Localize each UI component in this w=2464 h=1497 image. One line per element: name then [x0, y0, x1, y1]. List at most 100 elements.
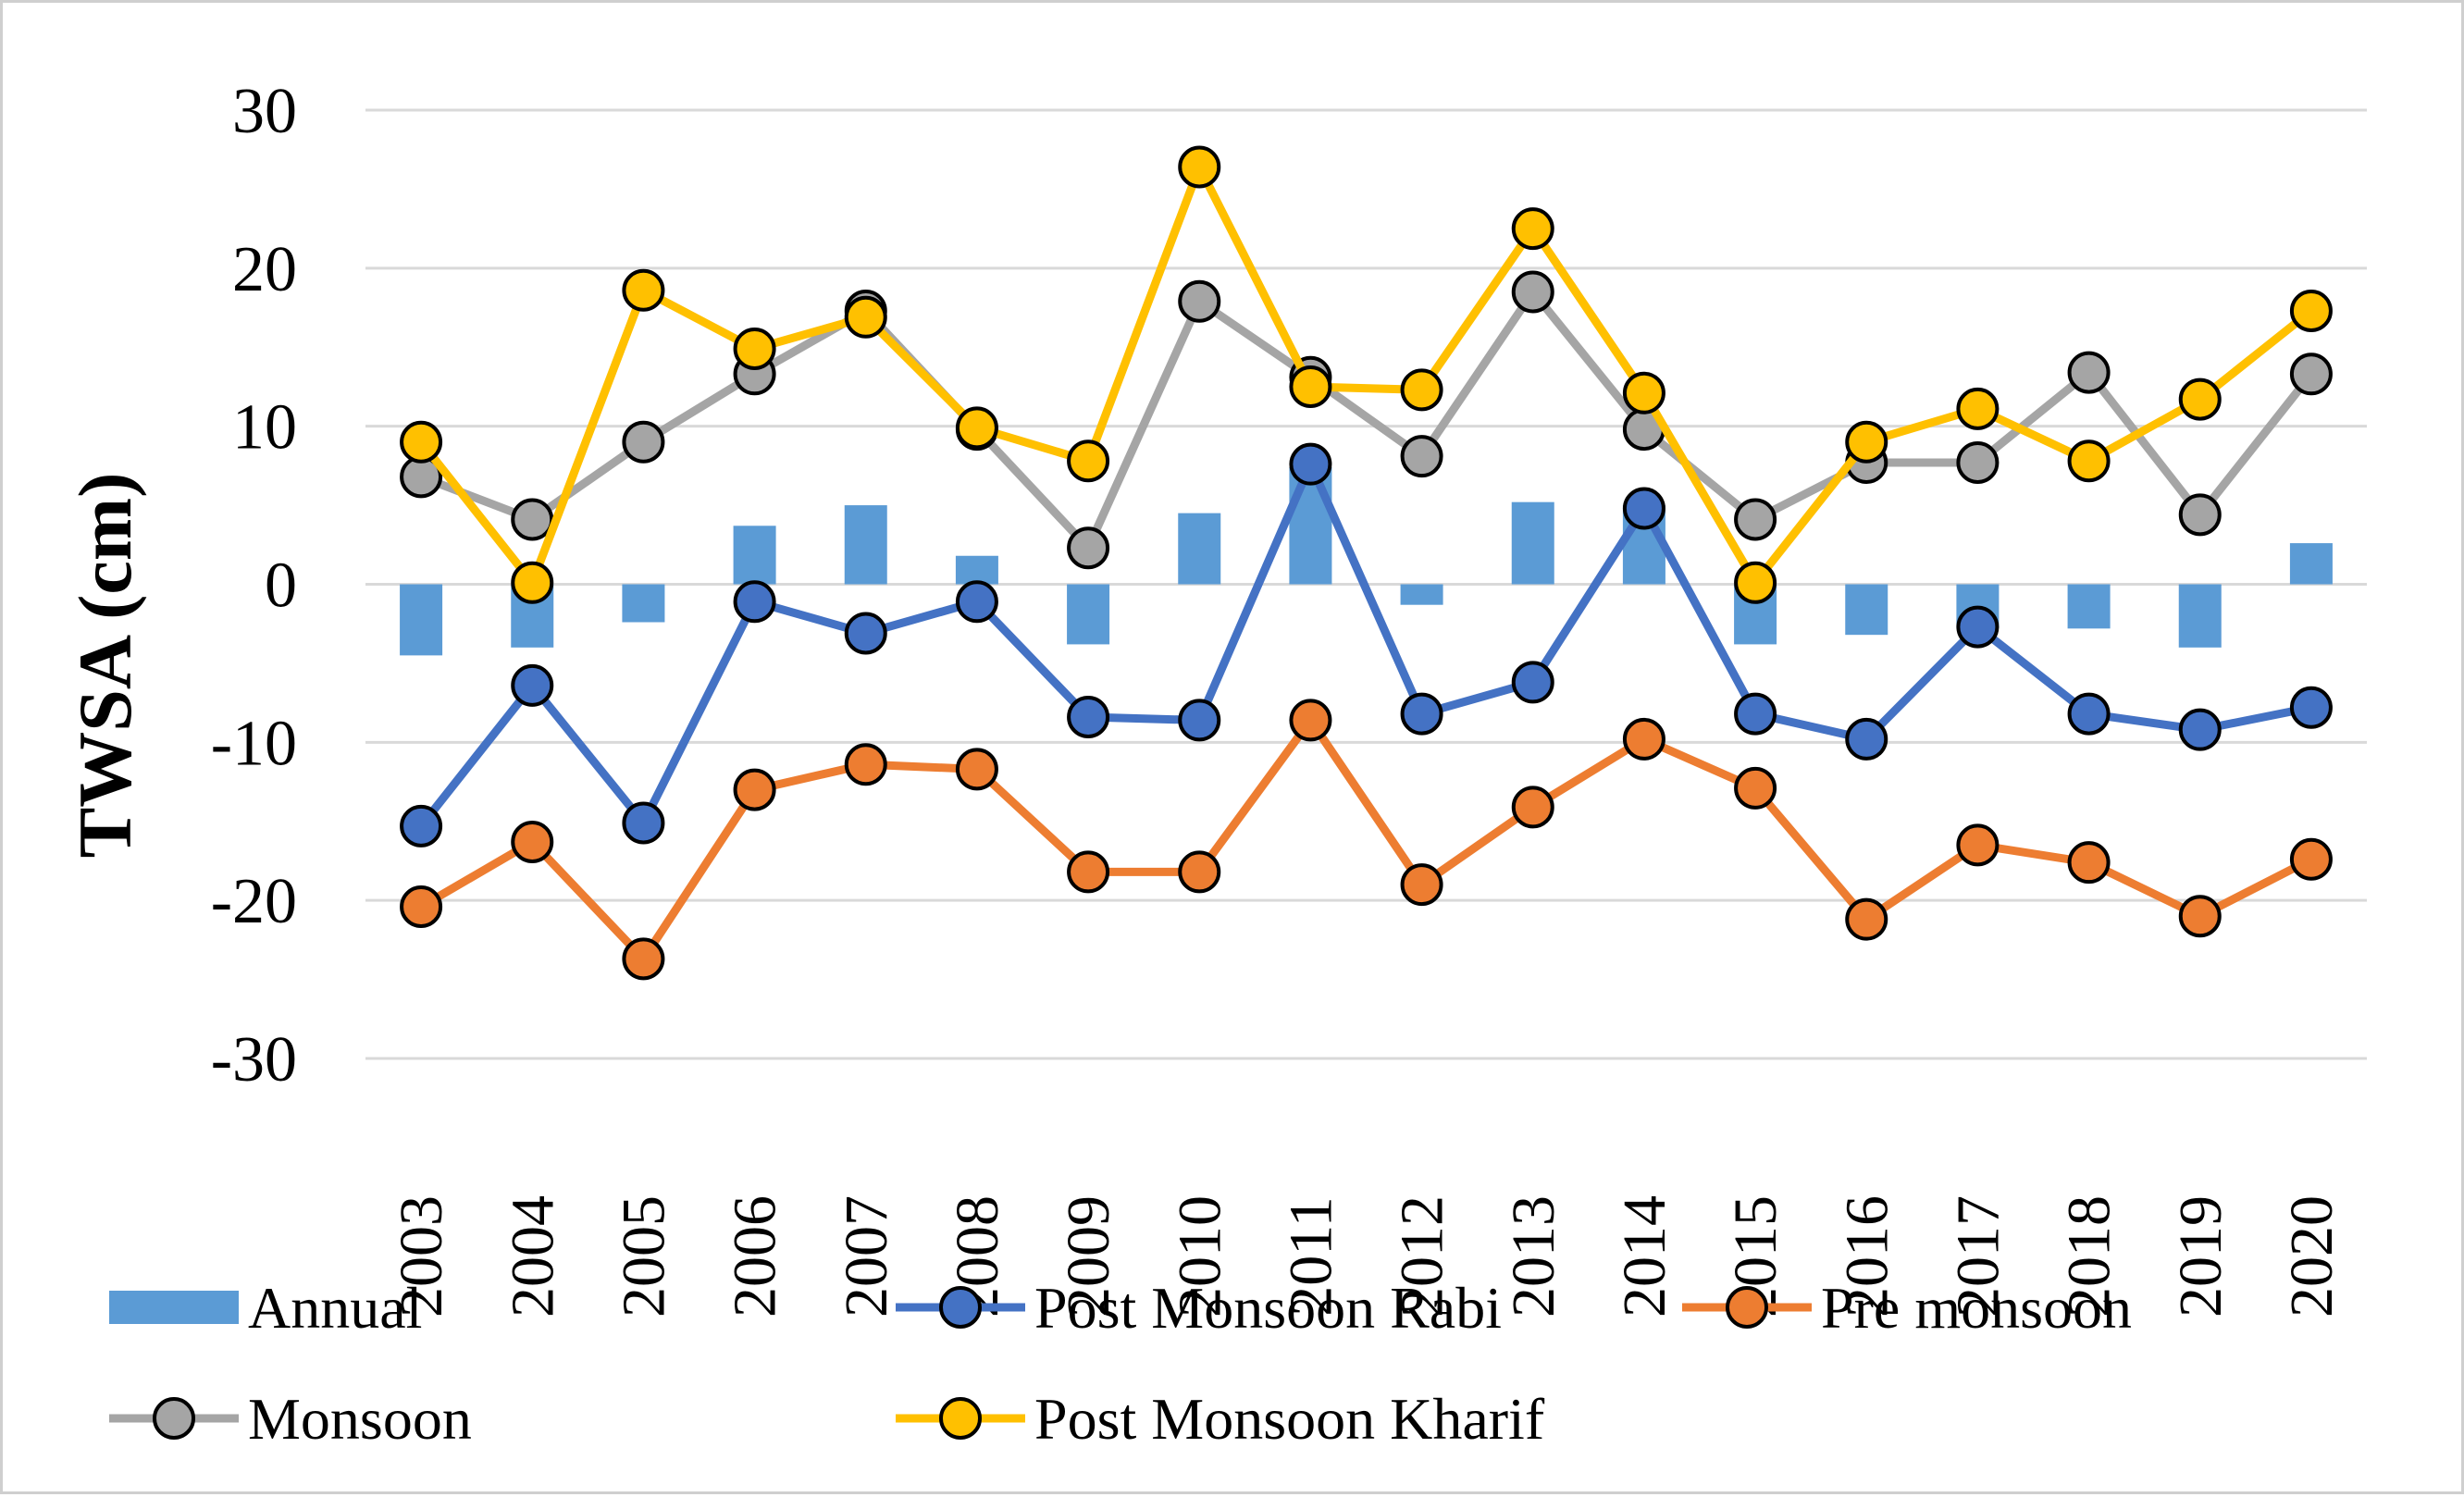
x-tick-label: 2003 [388, 1195, 455, 1318]
point-post-monsoon-kharif [1511, 207, 1554, 251]
bar-annual [1400, 584, 1443, 605]
bar-annual [733, 526, 776, 585]
point-post-monsoon-kharif [2178, 377, 2222, 421]
legend-marker-monsoon [153, 1397, 195, 1440]
point-post-monsoon-rabi [2289, 686, 2333, 729]
point-pre-monsoon [400, 885, 443, 928]
series-line-post-monsoon-rabi [417, 460, 2312, 829]
point-monsoon [2178, 493, 2222, 537]
point-post-monsoon-rabi [1400, 692, 1443, 736]
bar-annual [844, 505, 887, 585]
point-post-monsoon-kharif [400, 420, 443, 464]
point-monsoon [2289, 353, 2333, 396]
point-post-monsoon-kharif [1400, 368, 1443, 412]
point-post-monsoon-kharif [622, 268, 665, 312]
point-post-monsoon-rabi [2067, 692, 2111, 736]
bar-annual [2289, 543, 2333, 585]
point-post-monsoon-rabi [1289, 442, 1332, 486]
x-tick-label: 2005 [610, 1195, 677, 1318]
x-tick-label: 2016 [1833, 1195, 1901, 1318]
grid-layer [365, 108, 2367, 1060]
point-pre-monsoon [844, 743, 887, 786]
series-line-post-monsoon-kharif [417, 163, 2314, 588]
point-post-monsoon-rabi [400, 804, 443, 847]
x-tick-label: 2007 [833, 1195, 900, 1318]
point-monsoon [1511, 270, 1554, 314]
point-pre-monsoon [2178, 895, 2222, 938]
point-post-monsoon-rabi [1511, 661, 1554, 704]
point-post-monsoon-rabi [1067, 696, 1110, 738]
point-pre-monsoon [1511, 786, 1554, 829]
point-pre-monsoon [2067, 841, 2111, 885]
point-post-monsoon-rabi [622, 801, 665, 845]
bar-annual [622, 584, 665, 623]
x-tick-label: 2009 [1055, 1195, 1122, 1318]
legend-marker-pre-monsoon [1726, 1286, 1768, 1329]
point-pre-monsoon [1067, 850, 1110, 894]
point-post-monsoon-kharif [1622, 371, 1665, 414]
legend-label-monsoon: Monsoon [248, 1386, 472, 1452]
bar-annual [400, 584, 443, 656]
bar-annual [1511, 501, 1554, 585]
point-post-monsoon-kharif [511, 561, 554, 604]
legend-marker-post-monsoon-kharif [939, 1397, 982, 1440]
legend-marker-post-monsoon-rabi [939, 1286, 982, 1329]
point-post-monsoon-rabi [955, 580, 998, 624]
y-tick-label: -10 [211, 708, 297, 779]
x-tick-label: 2018 [2056, 1195, 2123, 1318]
point-monsoon [1067, 526, 1110, 570]
x-tick-label: 2020 [2278, 1195, 2346, 1318]
point-post-monsoon-kharif [733, 327, 776, 370]
point-post-monsoon-kharif [1178, 145, 1221, 189]
series-line-monsoon [419, 287, 2315, 552]
bar-annual [1845, 584, 1888, 636]
y-tick-label: 30 [232, 76, 297, 147]
point-post-monsoon-kharif [844, 295, 887, 339]
point-pre-monsoon [1289, 699, 1332, 742]
point-post-monsoon-kharif [2289, 289, 2333, 332]
x-tick-label: 2010 [1166, 1195, 1233, 1318]
point-post-monsoon-rabi [2178, 708, 2222, 751]
point-post-monsoon-kharif [2067, 439, 2111, 483]
line-layer [400, 145, 2333, 981]
bar-annual [2067, 584, 2111, 629]
legend-label-annual: Annual [248, 1275, 422, 1341]
point-post-monsoon-kharif [955, 406, 998, 450]
point-post-monsoon-kharif [1956, 387, 2000, 430]
point-pre-monsoon [1956, 823, 2000, 867]
point-post-monsoon-kharif [1734, 561, 1777, 604]
point-post-monsoon-rabi [1956, 605, 2000, 649]
bar-annual [955, 555, 998, 585]
point-post-monsoon-rabi [733, 580, 776, 624]
point-post-monsoon-rabi [1734, 692, 1777, 736]
point-pre-monsoon [1845, 897, 1888, 941]
point-pre-monsoon [511, 820, 554, 863]
point-pre-monsoon [1734, 766, 1777, 810]
point-post-monsoon-rabi [844, 612, 887, 655]
bar-annual [1067, 584, 1110, 645]
y-tick-label: 10 [232, 392, 297, 464]
point-post-monsoon-rabi [511, 663, 554, 707]
bar-layer [400, 467, 2333, 656]
y-axis-label: TWSA (cm) [63, 473, 147, 859]
x-tick-label: 2013 [1500, 1195, 1567, 1318]
y-tick-label: 20 [232, 234, 297, 305]
bar-annual [2178, 584, 2222, 648]
point-post-monsoon-rabi [1178, 699, 1221, 742]
point-pre-monsoon [1400, 863, 1443, 907]
bar-annual [1178, 513, 1221, 585]
point-pre-monsoon [1622, 717, 1665, 761]
point-post-monsoon-kharif [1067, 439, 1110, 483]
legend-swatch-annual [109, 1291, 239, 1324]
point-pre-monsoon [1178, 850, 1221, 894]
x-tick-label: 2019 [2167, 1195, 2235, 1318]
point-monsoon [1400, 435, 1443, 478]
point-monsoon [1956, 440, 2000, 484]
legend: Annual Post Monsoon Rabi Pre monsoon Monsoo… [109, 1275, 2132, 1452]
point-monsoon [622, 420, 665, 464]
point-monsoon [1734, 498, 1777, 541]
point-pre-monsoon [2289, 837, 2333, 881]
